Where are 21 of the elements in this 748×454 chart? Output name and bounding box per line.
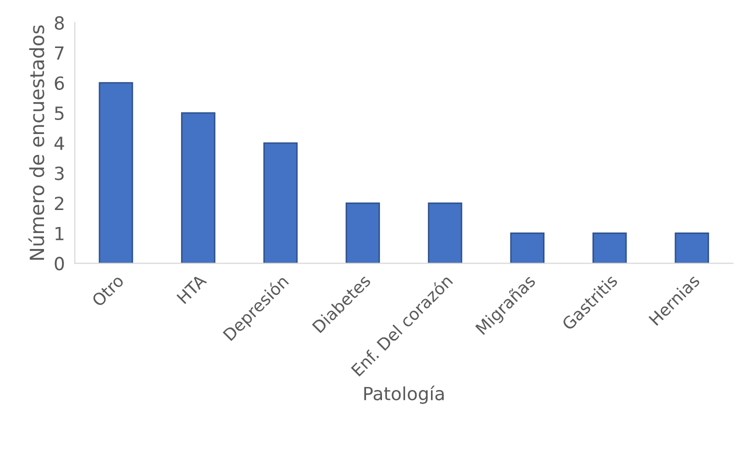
bar	[674, 232, 710, 264]
bar	[98, 82, 134, 264]
x-axis-title: Patología	[364, 386, 444, 404]
y-tick-label: 0	[54, 256, 64, 270]
y-tick-label: 6	[54, 76, 64, 90]
bar	[428, 202, 462, 264]
y-tick-label: 5	[54, 106, 64, 120]
y-axis-title: Número de encuestados	[28, 25, 44, 260]
y-tick-label: 8	[54, 16, 64, 30]
y-tick-label: 1	[56, 226, 64, 240]
x-tick-label: HTA	[176, 274, 208, 304]
bar	[263, 142, 298, 264]
y-tick-label: 3	[54, 166, 64, 180]
bar	[592, 232, 627, 264]
y-tick-label: 2	[54, 196, 64, 210]
y-tick-label: 4	[54, 136, 64, 150]
bar	[346, 202, 380, 264]
bar	[510, 232, 544, 264]
y-tick-label: 7	[55, 46, 64, 60]
x-tick-label: Otro	[91, 274, 124, 308]
bar	[181, 112, 216, 264]
